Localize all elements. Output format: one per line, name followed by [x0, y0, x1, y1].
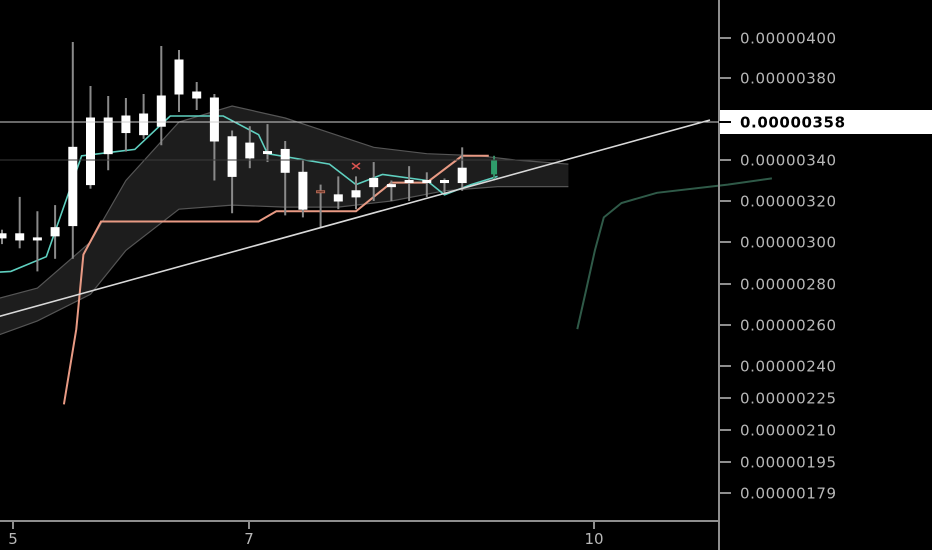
time-tick-label: 10 — [584, 530, 603, 548]
candle-body — [174, 59, 184, 95]
candle[interactable] — [386, 180, 396, 202]
candle-body — [386, 184, 396, 188]
candle[interactable] — [209, 94, 219, 181]
candle-body — [50, 227, 60, 237]
conversion-line-path — [0, 115, 498, 273]
current-price-tag: 0.00000358 — [719, 110, 932, 134]
candle[interactable] — [139, 94, 149, 139]
candle[interactable] — [422, 172, 432, 197]
candle[interactable] — [351, 176, 361, 210]
candle-body — [68, 146, 78, 227]
candle-body — [209, 97, 219, 142]
base-line — [62, 154, 489, 405]
price-tick-label: 0.00000300 — [740, 234, 837, 252]
candle[interactable] — [192, 82, 202, 110]
candle[interactable] — [121, 98, 131, 152]
candle-body — [121, 115, 131, 134]
time-axis[interactable]: 5 7 10 — [8, 521, 604, 548]
candle[interactable] — [32, 211, 42, 272]
candle[interactable] — [103, 96, 113, 171]
candle[interactable] — [316, 184, 326, 228]
candle[interactable] — [333, 176, 343, 210]
candle-body — [103, 117, 113, 155]
price-tick-label: 0.00000179 — [740, 485, 837, 503]
candle[interactable] — [0, 229, 7, 245]
candle-body — [245, 142, 255, 159]
price-tick-label: 0.00000260 — [740, 317, 837, 335]
lagging-span-line — [576, 177, 773, 330]
candle[interactable] — [440, 178, 449, 193]
trendline[interactable] — [0, 119, 711, 323]
candle[interactable] — [457, 147, 467, 191]
candles[interactable] — [0, 42, 498, 272]
candle[interactable] — [174, 50, 184, 112]
candle-body — [263, 151, 272, 155]
candle-body — [156, 95, 166, 127]
cross-marker-icon — [351, 162, 361, 170]
candle[interactable] — [245, 126, 255, 169]
candle-body — [0, 233, 7, 239]
candle[interactable] — [369, 162, 379, 201]
lagging-span — [576, 177, 773, 330]
candle-body — [404, 180, 414, 183]
price-tick-label: 0.00000340 — [740, 152, 837, 170]
price-tick-label: 0.00000210 — [740, 422, 837, 440]
candle-body — [227, 136, 237, 177]
conversion-line — [0, 115, 498, 273]
price-tick-label: 0.00000400 — [740, 30, 837, 48]
price-tick-label: 0.00000225 — [740, 390, 837, 408]
candle-body — [422, 180, 432, 184]
candle-body — [316, 190, 326, 194]
candle-body — [280, 148, 290, 173]
candle-body — [351, 190, 361, 198]
candle-body — [333, 194, 343, 202]
candle[interactable] — [68, 42, 78, 259]
current-price-label: 0.00000358 — [740, 114, 846, 132]
candle[interactable] — [263, 124, 272, 163]
candle-body — [457, 167, 467, 184]
candle[interactable] — [50, 205, 60, 259]
candle-body — [491, 160, 498, 175]
candle-body — [298, 171, 308, 210]
price-axis[interactable]: 0.00000400 0.00000380 0.00000340 0.00000320… — [719, 30, 837, 503]
candle[interactable] — [280, 141, 290, 216]
candle-body — [192, 91, 202, 99]
signal-marker — [351, 162, 361, 170]
time-tick-label: 5 — [8, 530, 18, 548]
price-tag-box — [720, 110, 932, 134]
candle-body — [86, 117, 95, 186]
price-tick-label: 0.00000195 — [740, 454, 837, 472]
candle-body — [369, 177, 379, 188]
candle-body — [440, 180, 449, 184]
time-tick-label: 7 — [244, 530, 254, 548]
base-line-path — [62, 154, 489, 405]
candle[interactable] — [298, 160, 308, 218]
current-price-line — [0, 121, 719, 161]
price-tick-label: 0.00000320 — [740, 193, 837, 211]
price-tick-label: 0.00000380 — [740, 70, 837, 88]
candle[interactable] — [227, 130, 237, 214]
candle[interactable] — [86, 86, 95, 189]
candle-body — [139, 113, 149, 136]
support-trendline[interactable] — [0, 119, 711, 323]
candle-body — [15, 233, 25, 241]
price-tick-label: 0.00000280 — [740, 276, 837, 294]
candle[interactable] — [404, 166, 414, 201]
candle[interactable] — [15, 196, 25, 249]
candle[interactable] — [156, 46, 166, 146]
candle-body — [32, 237, 42, 241]
price-tick-label: 0.00000240 — [740, 358, 837, 376]
